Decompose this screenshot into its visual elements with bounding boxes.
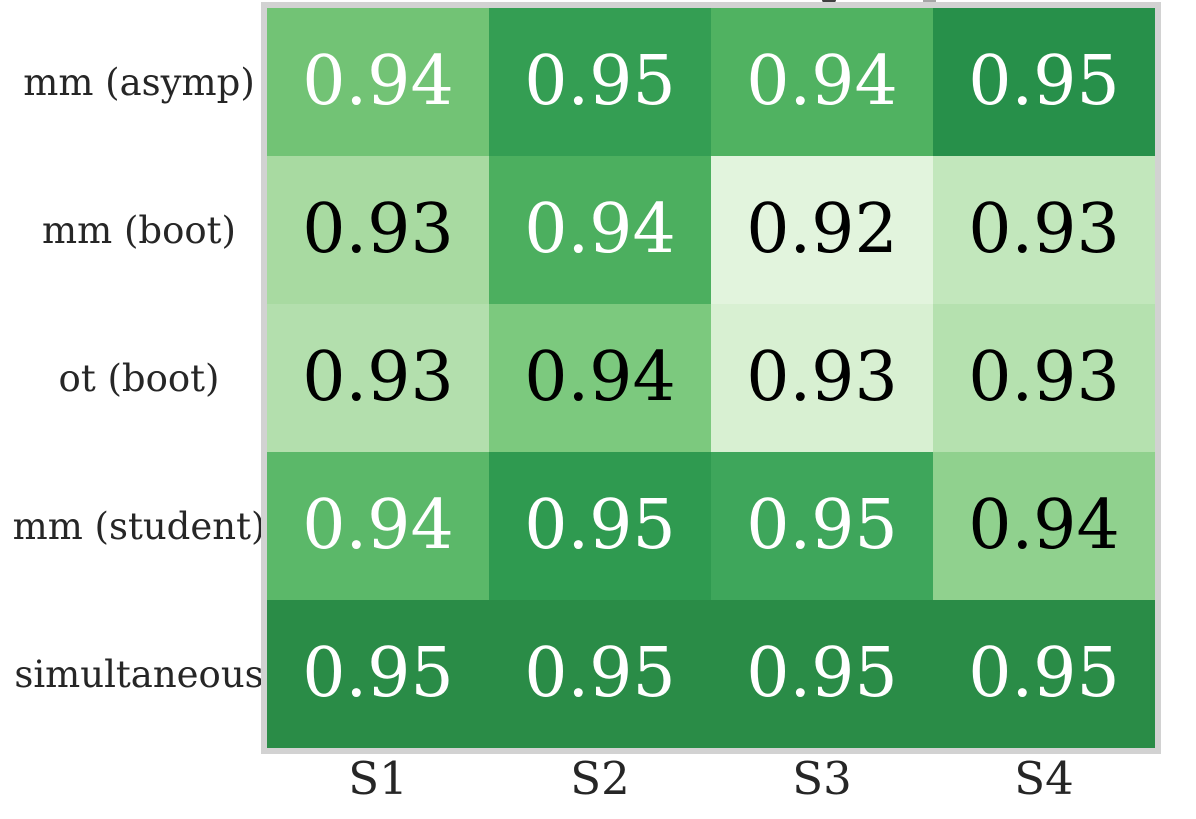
heatmap-cell: 0.94 xyxy=(489,304,711,452)
clipped-title-fragment-dark xyxy=(822,0,836,3)
row-label: mm (boot) xyxy=(42,208,236,252)
heatmap-cell: 0.95 xyxy=(489,600,711,748)
col-label: S4 xyxy=(1014,752,1074,805)
clipped-title-fragment-light xyxy=(923,0,936,2)
row-label: mm (student) xyxy=(12,504,266,548)
heatmap-cell: 0.95 xyxy=(711,600,933,748)
heatmap-cell: 0.95 xyxy=(267,600,489,748)
row-label: mm (asymp) xyxy=(23,60,255,104)
heatmap-cell: 0.95 xyxy=(489,8,711,156)
y-axis-row-labels: mm (asymp) mm (boot) ot (boot) mm (student)… xyxy=(8,8,270,748)
heatmap-cell: 0.93 xyxy=(933,156,1155,304)
heatmap-cell: 0.94 xyxy=(489,156,711,304)
heatmap-cell: 0.93 xyxy=(267,304,489,452)
heatmap-cell: 0.93 xyxy=(711,304,933,452)
heatmap-cell: 0.93 xyxy=(933,304,1155,452)
heatmap-cell: 0.93 xyxy=(267,156,489,304)
heatmap-grid: 0.94 0.95 0.94 0.95 0.93 0.94 0.92 0.93 0.93 0.94… xyxy=(267,8,1155,748)
heatmap-cell: 0.94 xyxy=(711,8,933,156)
col-label: S2 xyxy=(570,752,630,805)
heatmap-cell: 0.95 xyxy=(489,452,711,600)
heatmap-cell: 0.95 xyxy=(933,600,1155,748)
col-label: S3 xyxy=(792,752,852,805)
row-label: simultaneous xyxy=(14,652,264,696)
heatmap-cell: 0.95 xyxy=(933,8,1155,156)
col-label: S1 xyxy=(348,752,408,805)
heatmap-cell: 0.94 xyxy=(267,8,489,156)
x-axis-col-labels: S1 S2 S3 S4 xyxy=(267,752,1155,806)
heatmap-cell: 0.94 xyxy=(267,452,489,600)
heatmap-cell: 0.94 xyxy=(933,452,1155,600)
heatmap-cell: 0.92 xyxy=(711,156,933,304)
row-label: ot (boot) xyxy=(58,356,220,400)
heatmap-frame: 0.94 0.95 0.94 0.95 0.93 0.94 0.92 0.93 0.93 0.94… xyxy=(261,2,1161,754)
heatmap-cell: 0.95 xyxy=(711,452,933,600)
